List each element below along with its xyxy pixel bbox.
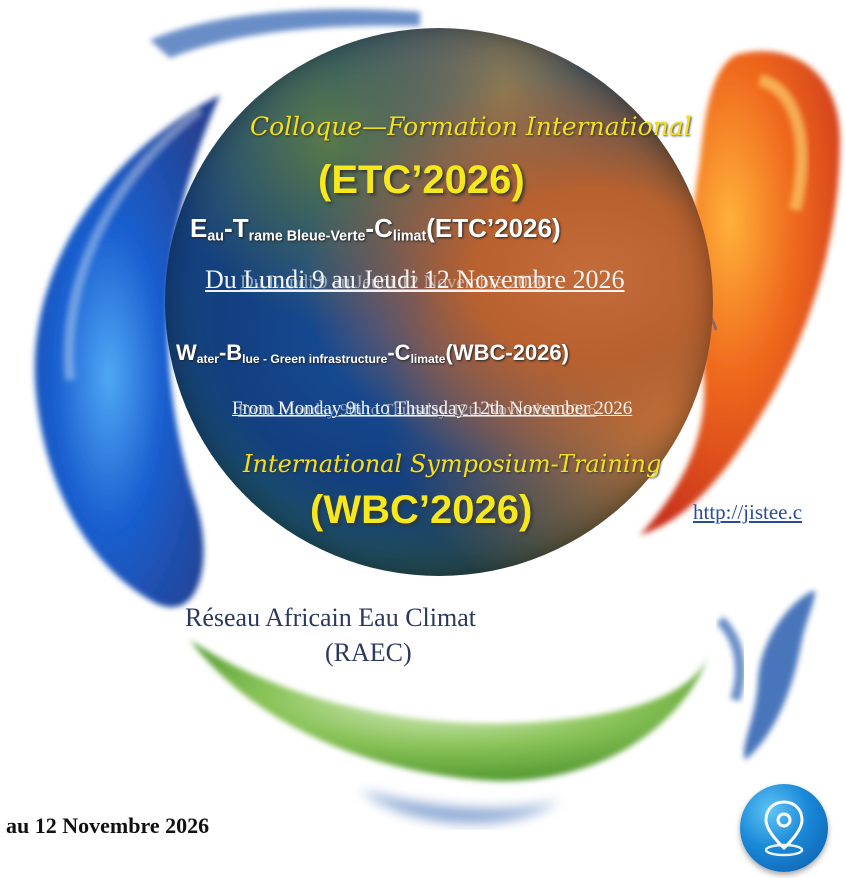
green-leaf (190, 640, 710, 781)
blue-swirl-top (150, 9, 420, 58)
wbc-title: Water-Blue - Green infrastructure-Climat… (176, 340, 569, 367)
blue-swirl-bottom (360, 790, 560, 824)
website-link[interactable]: http://jistee.c (693, 500, 803, 524)
event-dates: au 12 Novembre 2026 (6, 813, 210, 838)
date-en[interactable]: From Monday 9th to Thursday 12th Novembe… (232, 398, 633, 419)
blue-swirl-right (744, 590, 815, 760)
date-fr-shadow: Du Lundi 9 au Jeudi 12 Novembre 2026 (240, 272, 547, 293)
script-title-fr: Colloque—Formation International (250, 112, 692, 141)
etc-title: Eau-Trame Bleue-Verte-Climat(ETC’2026) (190, 213, 561, 245)
script-title-en: International Symposium-Training (243, 450, 662, 478)
location-pin-icon (764, 800, 804, 857)
blue-drop (34, 95, 220, 608)
orange-flame (640, 51, 840, 535)
network-name: Réseau Africain Eau Climat (185, 603, 476, 632)
location-button[interactable] (740, 784, 828, 872)
network-acronym: (RAEC) (325, 638, 412, 667)
date-en-shadow: From Monday 9th to Thursday 12th Novembe… (238, 400, 597, 419)
wbc-code: (WBC’2026) (310, 488, 533, 532)
earth-globe (165, 28, 713, 576)
etc-code: (ETC’2026) (318, 158, 525, 202)
date-fr[interactable]: Du Lundi 9 au Jeudi 12 Novembre 2026 (205, 265, 625, 294)
